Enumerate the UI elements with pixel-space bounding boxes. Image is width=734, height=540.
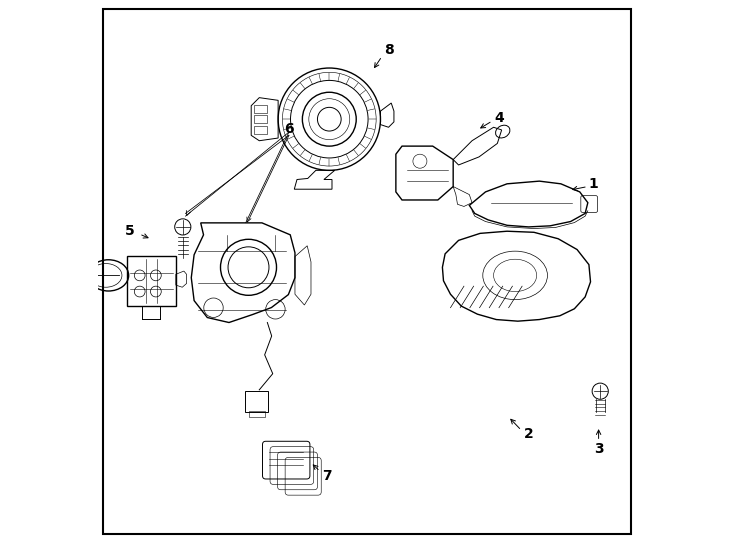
Text: 4: 4 [494,111,504,125]
Text: 5: 5 [125,224,135,238]
Bar [254,105,267,113]
Bar [127,256,176,306]
Text: 6: 6 [284,122,294,136]
Text: 3: 3 [594,442,603,456]
Bar [254,126,267,134]
Text: 2: 2 [523,427,534,441]
Text: 1: 1 [589,177,598,191]
Text: 7: 7 [321,469,332,483]
Bar [254,116,267,124]
Bar [249,411,265,417]
Text: 8: 8 [384,43,393,57]
Bar [244,391,269,413]
